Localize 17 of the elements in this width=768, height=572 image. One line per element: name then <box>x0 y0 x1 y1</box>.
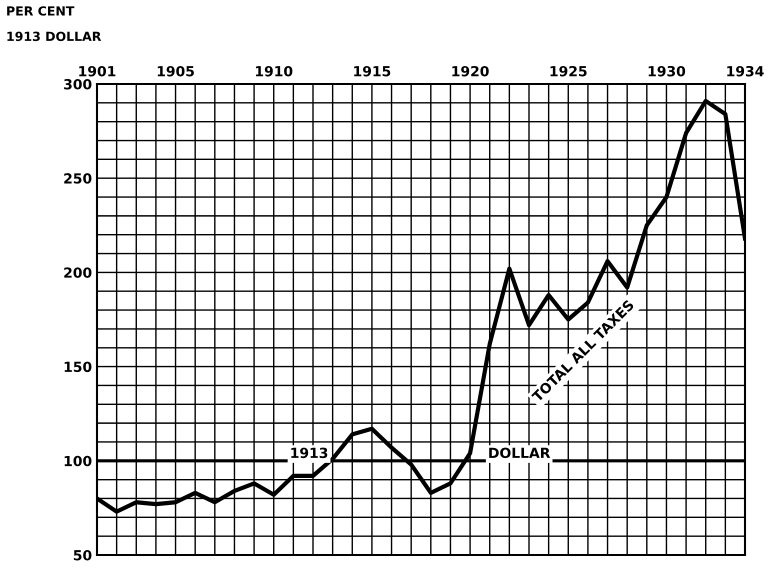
x-tick-label: 1934 <box>727 66 764 76</box>
y-tick-label: 150 <box>64 362 92 372</box>
x-tick-label: 1905 <box>158 66 194 76</box>
y-tick-label: 250 <box>64 173 92 184</box>
x-tick-label: 1925 <box>550 66 587 76</box>
y-tick-label: 300 <box>64 78 92 90</box>
x-tick-label: 1930 <box>648 66 686 76</box>
x-tick-label: 1915 <box>354 66 390 76</box>
x-tick-label: 1920 <box>452 66 489 76</box>
annotation: 1913 <box>291 448 328 458</box>
y-tick-label: 50 <box>74 550 92 560</box>
text: PER CENT 1913 DOLLAR <box>7 6 102 42</box>
annotation: DOLLAR <box>489 448 550 458</box>
x-tick-label: 1910 <box>256 66 292 76</box>
y-tick-label: 200 <box>64 267 92 278</box>
y-tick-label: 100 <box>64 456 92 466</box>
x-tick-label: 1901 <box>79 66 116 76</box>
